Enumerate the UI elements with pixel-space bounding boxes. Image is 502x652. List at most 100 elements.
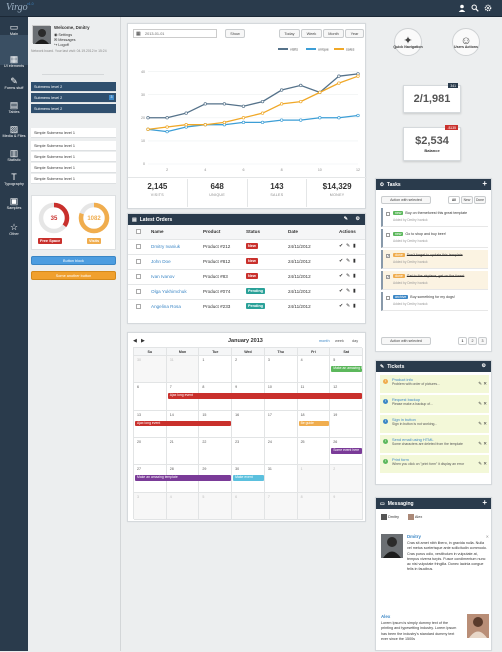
close-icon[interactable]: ✕: [485, 534, 489, 539]
gear-icon[interactable]: ⚙: [481, 363, 486, 369]
submenu-item[interactable]: Simple Submenu level 1: [31, 174, 116, 184]
task-item[interactable]: ✓ done Don't forget to update this templat…: [381, 250, 488, 269]
cal-day[interactable]: 5: [199, 492, 233, 520]
pencil-icon[interactable]: ✎: [346, 288, 351, 294]
cal-day[interactable]: 22: [199, 438, 233, 466]
pencil-icon[interactable]: ✎: [343, 216, 348, 222]
cal-day[interactable]: 4: [297, 356, 331, 384]
tasks-action-button[interactable]: Action with selected: [381, 196, 431, 204]
cal-day[interactable]: 1: [199, 356, 233, 384]
check-icon[interactable]: ✔: [339, 243, 344, 249]
pencil-icon[interactable]: ✎: [478, 381, 482, 386]
cal-day[interactable]: 6: [232, 492, 265, 520]
page-1[interactable]: 1: [458, 337, 467, 345]
cal-event[interactable]: Make an amazing template: [331, 366, 362, 372]
ticket-item[interactable]: i Product info Problem with order of pictu…: [380, 375, 489, 394]
add-task-button[interactable]: +: [482, 179, 487, 188]
column-header[interactable]: Actions: [339, 229, 356, 234]
close-icon[interactable]: ✕: [483, 401, 487, 406]
task-checkbox[interactable]: ✓: [386, 275, 390, 279]
cal-day[interactable]: 30: [232, 465, 265, 493]
cal-day[interactable]: 2: [330, 465, 363, 493]
pencil-icon[interactable]: ✎: [346, 303, 351, 309]
order-name[interactable]: Ivan Ivanov: [151, 274, 175, 279]
cal-day[interactable]: 5: [330, 356, 363, 384]
task-checkbox[interactable]: [386, 296, 390, 300]
task-checkbox[interactable]: [386, 212, 390, 216]
view-week[interactable]: week: [335, 339, 344, 343]
submenu-item[interactable]: Submenu level 2: [31, 82, 116, 92]
filter-done[interactable]: Done: [474, 196, 486, 204]
cal-day[interactable]: 26: [330, 438, 363, 466]
msg-user-dmitry[interactable]: Dmitry: [381, 514, 399, 520]
task-item[interactable]: ✓ done Get to the airplane, get on the for…: [381, 271, 488, 290]
submenu-item[interactable]: Simple Submenu level 1: [31, 128, 116, 138]
quick-compass[interactable]: ✦ Quick Navigation: [393, 28, 423, 56]
view-day[interactable]: day: [352, 339, 359, 343]
cal-day[interactable]: 17: [264, 410, 298, 438]
row-checkbox[interactable]: [136, 259, 141, 264]
check-icon[interactable]: ✔: [339, 303, 344, 309]
cal-day[interactable]: 4: [166, 492, 200, 520]
column-header[interactable]: Product: [203, 229, 221, 234]
cal-day[interactable]: 21: [166, 438, 200, 466]
range-week[interactable]: Week: [301, 29, 322, 38]
cal-prev-button[interactable]: ◀: [133, 338, 137, 344]
ticket-item[interactable]: i Sign in button Sign in button is not wor…: [380, 415, 489, 434]
avatar[interactable]: [32, 25, 51, 44]
submenu-item[interactable]: Simple Submenu level 1: [31, 163, 116, 173]
cal-day[interactable]: 2: [232, 356, 265, 384]
cal-day[interactable]: 29: [199, 465, 233, 493]
range-year[interactable]: Year: [345, 29, 364, 38]
task-checkbox[interactable]: [386, 233, 390, 237]
date-picker[interactable]: ▦ 2013-01-01: [133, 29, 217, 38]
filter-new[interactable]: New: [461, 196, 473, 204]
nav-item-statistic[interactable]: ▥ Statistic: [0, 148, 28, 162]
tasks-footer-action[interactable]: Action with selected: [381, 337, 431, 345]
submenu-item[interactable]: Simple Submenu level 1: [31, 141, 116, 151]
trash-icon[interactable]: ▮: [353, 273, 356, 279]
cal-event[interactable]: Make event: [233, 475, 264, 481]
ticket-item[interactable]: i Send email using HTML Some characters ar…: [380, 435, 489, 454]
user-link-messages[interactable]: ✉ Messages: [54, 38, 76, 42]
close-icon[interactable]: ✕: [483, 441, 487, 446]
nav-item-forms-stuff[interactable]: ✎ Forms stuff: [0, 76, 28, 90]
nav-item-main[interactable]: ▭ Main: [0, 22, 28, 36]
cal-event[interactable]: Make an amazing template: [135, 475, 232, 481]
user-icon[interactable]: [458, 4, 466, 12]
range-month[interactable]: Month: [323, 29, 344, 38]
row-checkbox[interactable]: [136, 304, 141, 309]
column-header[interactable]: Status: [246, 229, 261, 234]
page-2[interactable]: 2: [468, 337, 477, 345]
select-all-checkbox[interactable]: [136, 229, 141, 234]
check-icon[interactable]: ✔: [339, 258, 344, 264]
cal-day[interactable]: 31: [166, 356, 200, 384]
cal-event[interactable]: Ajax long event: [167, 393, 362, 399]
cal-day[interactable]: 12: [330, 383, 363, 411]
pencil-icon[interactable]: ✎: [346, 273, 351, 279]
app-logo[interactable]: Virgo: [6, 2, 28, 13]
order-name[interactable]: Olga Yukhimchuk: [151, 289, 187, 294]
cal-day[interactable]: 3: [264, 356, 298, 384]
check-icon[interactable]: ✔: [339, 288, 344, 294]
nav-item-other[interactable]: ☆ Other: [0, 222, 28, 236]
cal-day[interactable]: 8: [297, 492, 331, 520]
msg-user-alex[interactable]: Alex: [408, 514, 422, 520]
submenu-item[interactable]: Submenu level 2 3: [31, 93, 116, 103]
gear-icon[interactable]: [484, 4, 492, 12]
cal-day[interactable]: 6: [134, 383, 167, 411]
cal-event[interactable]: Be guide: [298, 420, 330, 427]
gear-icon[interactable]: ⚙: [355, 216, 360, 222]
submenu-item[interactable]: Submenu level 2: [31, 104, 116, 114]
row-checkbox[interactable]: [136, 289, 141, 294]
trash-icon[interactable]: ▮: [353, 258, 356, 264]
pencil-icon[interactable]: ✎: [346, 258, 351, 264]
cal-day[interactable]: 23: [232, 438, 265, 466]
nav-item-ui-elements[interactable]: ▦ UI elements: [0, 54, 28, 68]
cal-event[interactable]: Ajax long event: [135, 420, 232, 427]
button-block[interactable]: Button block: [31, 256, 116, 265]
order-name[interactable]: Angelina Rosa: [151, 304, 181, 309]
order-name[interactable]: John Doe: [151, 259, 171, 264]
task-item[interactable]: new Buy on themeforest this great templat…: [381, 208, 488, 227]
close-icon[interactable]: ✕: [483, 461, 487, 466]
